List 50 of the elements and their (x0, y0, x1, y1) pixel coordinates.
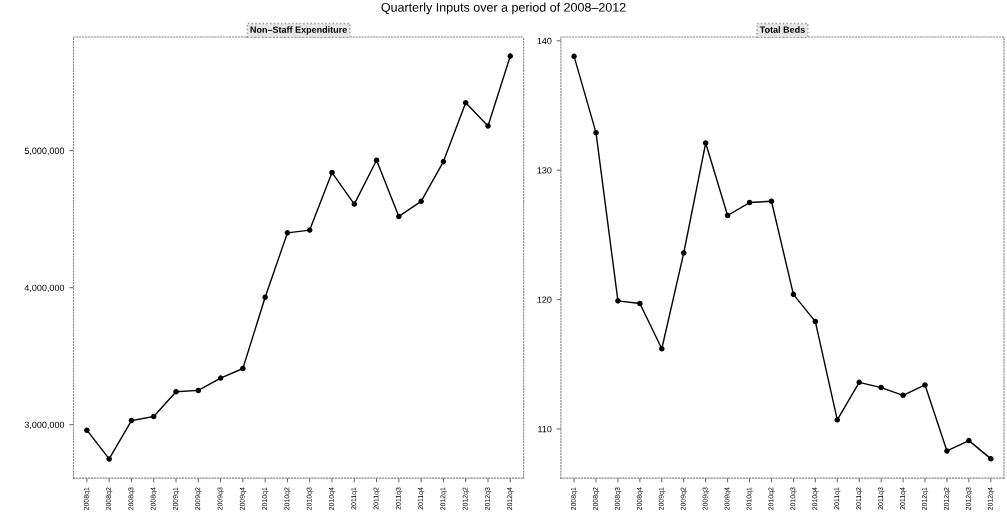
y-tick-label: 120 (537, 296, 552, 303)
point (659, 345, 665, 352)
chart-title: Non–Staff Expenditure (250, 26, 347, 35)
point (790, 291, 797, 298)
point (106, 456, 112, 462)
point (396, 213, 402, 220)
point (944, 448, 950, 454)
point (284, 230, 291, 236)
point (217, 375, 224, 381)
point (878, 384, 884, 391)
y-tick-label: 110 (538, 425, 552, 433)
y-tick-label: 140 (537, 37, 552, 45)
point (240, 365, 246, 372)
point (128, 417, 135, 424)
point (746, 199, 753, 206)
point (724, 212, 731, 219)
point (571, 53, 577, 60)
point (440, 158, 447, 165)
point (922, 382, 928, 388)
y-tick-label: 4,000,000 (24, 284, 65, 293)
point (507, 53, 514, 59)
point (351, 201, 358, 207)
point (329, 169, 335, 176)
point (834, 417, 841, 423)
y-tick-label: 3,000,000 (24, 421, 65, 430)
point (702, 140, 709, 146)
point (900, 392, 906, 399)
point (812, 318, 819, 325)
point (988, 455, 994, 462)
point (418, 198, 424, 205)
point (195, 387, 202, 394)
point (262, 294, 268, 301)
point (373, 157, 380, 164)
point (966, 437, 972, 444)
y-tick-label: 5,000,000 (24, 147, 65, 156)
point (306, 227, 313, 233)
point (150, 413, 157, 420)
point (680, 250, 687, 256)
point (593, 129, 599, 136)
point (768, 198, 775, 205)
point (485, 123, 491, 129)
point (462, 99, 469, 106)
point (173, 389, 179, 395)
y-tick-label: 130 (537, 167, 552, 174)
point (856, 379, 862, 386)
point (84, 427, 90, 433)
point (637, 300, 643, 307)
point (615, 298, 621, 304)
chart-title: Total Beds (759, 26, 805, 33)
text: Quarterly Inputs over a period of 2008–2012 (381, 2, 626, 15)
